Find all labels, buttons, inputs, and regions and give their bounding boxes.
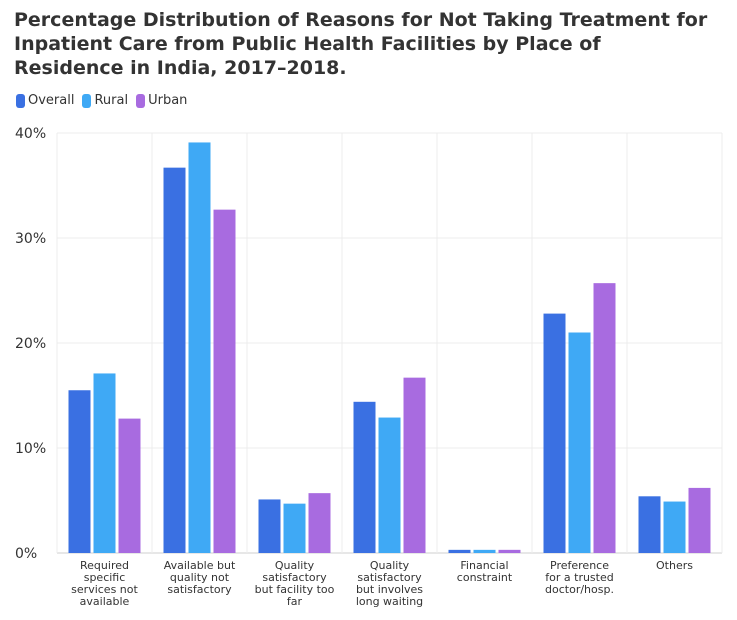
bar-overall [638,496,661,553]
bar-urban [308,493,331,553]
bar-rural [663,501,686,553]
legend-item-overall[interactable]: Overall [16,93,74,108]
bar-rural [378,417,401,553]
bar-urban [118,418,141,553]
bar-overall [68,390,91,553]
y-tick-label: 0% [15,546,37,562]
bar-overall [448,549,471,553]
legend-label-rural: Rural [94,93,129,108]
legend-swatch-urban [136,93,146,108]
bar-urban [213,209,236,553]
x-category-label: Quality satisfactory but involves long wait… [356,559,423,608]
bar-urban [403,377,426,553]
bar-rural [93,373,116,553]
bar-overall [543,313,566,553]
legend: Overall Rural Urban [16,93,187,108]
legend-item-urban[interactable]: Urban [136,93,187,108]
bar-rural [568,332,591,553]
bar-urban [498,549,521,553]
x-category-label: Preference for a trusted doctor/hosp. [545,559,614,596]
legend-swatch-rural [82,93,92,108]
x-category-label: Available but quality not satisfactory [164,559,236,596]
x-category-label: Required specific services not available [71,559,138,608]
y-tick-label: 10% [15,441,46,457]
bar-rural [188,142,211,553]
bar-urban [688,487,711,553]
bar-overall [258,499,281,553]
legend-label-urban: Urban [148,93,188,108]
bar-rural [283,503,306,553]
legend-label-overall: Overall [28,93,75,108]
y-tick-label: 30% [15,231,46,247]
bar-rural [473,549,496,553]
legend-swatch-overall [16,93,25,108]
x-category-label: Others [656,559,693,572]
legend-item-rural[interactable]: Rural [82,93,128,108]
y-tick-label: 20% [15,336,46,352]
x-category-label: Quality satisfactory but facility too far [255,559,335,608]
x-category-label: Financial constraint [457,559,513,584]
chart-title: Percentage Distribution of Reasons for N… [14,9,708,79]
bar-overall [163,167,186,553]
bar-urban [593,283,616,553]
y-tick-label: 40% [15,126,46,142]
bar-overall [353,401,376,553]
